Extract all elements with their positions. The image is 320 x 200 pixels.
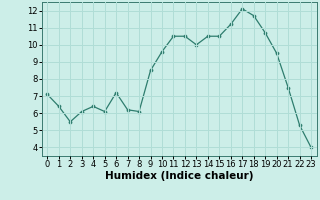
X-axis label: Humidex (Indice chaleur): Humidex (Indice chaleur) <box>105 171 253 181</box>
